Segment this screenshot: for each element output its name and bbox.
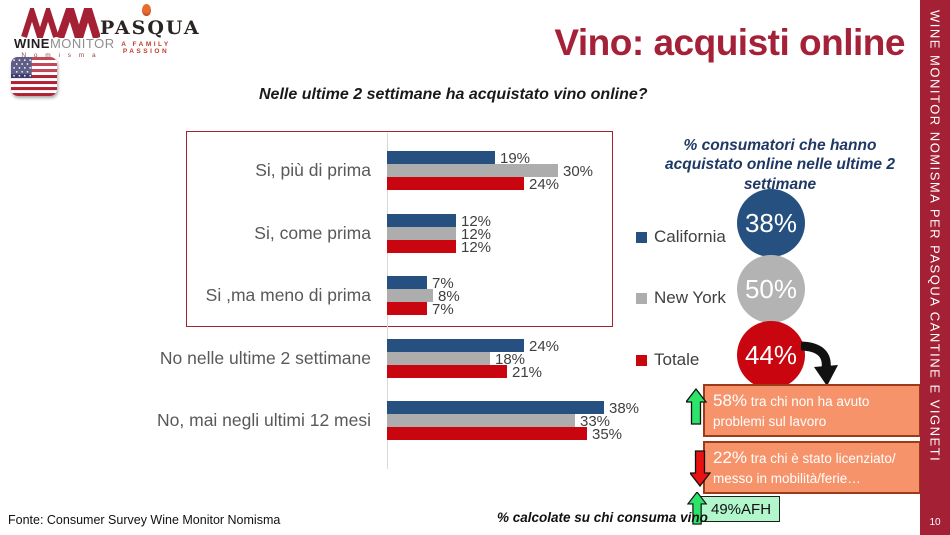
circle-new-york: 50% [737, 255, 805, 323]
winemonitor-logo: WINEMONITOR N o m i s m a [14, 8, 114, 59]
callout-box: 58% tra chi non ha avuto problemi sul la… [703, 384, 921, 437]
callout-text: tra chi non ha avuto problemi sul lavoro [713, 394, 870, 429]
winemonitor-word-light: MONITOR [49, 36, 115, 51]
category-label: Si, come prima [254, 222, 371, 243]
highlight-box [186, 131, 613, 327]
bar-value-label: 35% [592, 426, 623, 443]
bar-california [387, 276, 427, 289]
callout-box: 49% AFH [700, 496, 780, 522]
bar-value-label: 33% [580, 413, 611, 430]
winemonitor-word-bold: WINE [14, 36, 50, 51]
category-label: Si ,ma meno di prima [205, 285, 371, 305]
page-title: Vino: acquisti online [554, 22, 905, 63]
bar-california [387, 213, 456, 227]
bar-new-york [387, 351, 490, 365]
callout-text: tra chi è stato licenziato/ messo in mob… [713, 451, 896, 486]
legend-item-new-york: New York [636, 288, 726, 308]
bar-value-label: 21% [512, 363, 543, 381]
pasqua-crest-icon [141, 4, 151, 16]
bar-value-label: 7% [432, 275, 454, 292]
legend-swatch-icon [636, 231, 647, 243]
us-flag-icon [11, 57, 57, 96]
bar-totale [387, 239, 456, 253]
winemonitor-subtext: N o m i s m a [21, 52, 99, 59]
pasqua-tagline: A FAMILY PASSION [121, 41, 171, 55]
up-arrow-icon [686, 388, 707, 425]
callout-value: 49% [711, 500, 742, 518]
category-label: No, mai negli ultimi 12 mesi [157, 410, 371, 430]
bar-value-label: 7% [432, 301, 454, 318]
legend-label: Totale [654, 350, 700, 369]
side-banner-text: WINE MONITOR NOMISMA PER PASQUA CANTINE … [927, 10, 943, 463]
bar-totale [387, 364, 507, 378]
bar-value-label: 30% [563, 163, 594, 180]
bar-new-york [387, 226, 456, 240]
callout-value: 22% [713, 448, 748, 467]
category-label: No nelle ultime 2 settimane [159, 347, 371, 368]
bar-california [387, 151, 495, 164]
callout-value: 58% [713, 391, 748, 410]
bar-value-label: 24% [529, 337, 560, 355]
winemonitor-wordmark: WINEMONITOR [14, 36, 114, 51]
bar-value-label: 8% [438, 288, 460, 305]
calculation-note: % calcolate su chi consuma vino [497, 510, 708, 525]
bar-totale [387, 177, 524, 190]
winemonitor-monogram-icon [21, 8, 100, 38]
bar-totale [387, 427, 587, 440]
bar-new-york [387, 414, 575, 427]
up-arrow-icon [687, 492, 708, 525]
right-panel-heading: % consumatori che hanno acquistato onlin… [665, 137, 895, 193]
bar-new-york [387, 164, 558, 177]
bar-new-york [387, 289, 433, 302]
legend-label: California [654, 227, 726, 246]
bar-california [387, 338, 524, 352]
circle-totale: 44% [737, 321, 805, 389]
legend-swatch-icon [636, 292, 647, 304]
pasqua-wordmark: PASQUA [100, 17, 201, 39]
curved-down-arrow-icon [800, 341, 838, 386]
legend-item-california: California [636, 227, 726, 247]
down-arrow-icon [690, 450, 711, 487]
source-note: Fonte: Consumer Survey Wine Monitor Nomi… [8, 513, 281, 527]
legend-label: New York [654, 288, 726, 307]
bar-value-label: 18% [495, 350, 526, 368]
page-number: 10 [929, 517, 941, 528]
bar-value-label: 12% [461, 238, 492, 256]
bar-value-label: 19% [500, 150, 531, 167]
side-banner: WINE MONITOR NOMISMA PER PASQUA CANTINE … [920, 0, 950, 535]
bar-value-label: 38% [609, 400, 640, 417]
callout-box: 22% tra chi è stato licenziato/ messo in… [703, 441, 921, 494]
bar-value-label: 12% [461, 212, 492, 230]
chart-question: Nelle ultime 2 settimane ha acquistato v… [259, 86, 648, 103]
bar-value-label: 24% [529, 176, 560, 193]
bar-value-label: 12% [461, 225, 492, 243]
pasqua-logo: PASQUA A FAMILY PASSION [100, 4, 201, 55]
bar-chart: Si, più di prima 19% 30% 24% Si, come prima 1… [157, 131, 656, 476]
callout-text: AFH [741, 500, 772, 518]
legend-swatch-icon [636, 354, 647, 366]
category-label: Si, più di prima [255, 160, 371, 180]
circle-california: 38% [737, 189, 805, 257]
bar-california [387, 401, 604, 414]
bar-totale [387, 302, 427, 315]
legend-item-totale: Totale [636, 350, 699, 370]
